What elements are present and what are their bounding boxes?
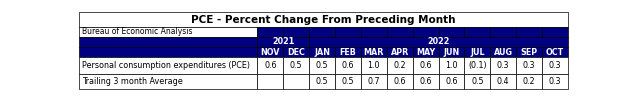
Text: 1.0: 1.0 <box>368 61 380 70</box>
Text: 0.7: 0.7 <box>367 77 380 86</box>
Text: 0.3: 0.3 <box>523 61 535 70</box>
Bar <box>516 47 542 57</box>
Text: JUL: JUL <box>470 48 485 57</box>
Text: Personal consumption expenditures (PCE): Personal consumption expenditures (PCE) <box>82 61 250 70</box>
Bar <box>79 47 257 57</box>
Bar <box>490 27 516 37</box>
Bar <box>439 57 464 74</box>
Bar <box>257 37 309 47</box>
Text: AUG: AUG <box>493 48 513 57</box>
Text: FEB: FEB <box>339 48 357 57</box>
Text: MAY: MAY <box>416 48 435 57</box>
Bar <box>335 57 361 74</box>
Text: MAR: MAR <box>363 48 384 57</box>
Bar <box>79 12 568 27</box>
Bar <box>542 27 568 37</box>
Bar <box>283 27 309 37</box>
Text: NOV: NOV <box>261 48 280 57</box>
Text: 0.4: 0.4 <box>497 77 509 86</box>
Bar <box>309 57 335 74</box>
Bar <box>257 57 283 74</box>
Bar <box>387 74 413 89</box>
Bar <box>283 74 309 89</box>
Text: Bureau of Economic Analysis: Bureau of Economic Analysis <box>82 27 192 36</box>
Bar <box>361 47 387 57</box>
Bar <box>490 74 516 89</box>
Text: JUN: JUN <box>444 48 459 57</box>
Bar <box>361 74 387 89</box>
Bar <box>309 37 568 47</box>
Bar <box>361 57 387 74</box>
Bar <box>413 27 439 37</box>
Bar <box>464 57 490 74</box>
Text: APR: APR <box>391 48 409 57</box>
Bar <box>464 74 490 89</box>
Bar <box>413 74 439 89</box>
Bar <box>257 47 283 57</box>
Bar <box>79 27 257 37</box>
Text: JAN: JAN <box>314 48 330 57</box>
Bar <box>516 27 542 37</box>
Bar <box>257 27 283 37</box>
Bar <box>542 74 568 89</box>
Text: Trailing 3 month Average: Trailing 3 month Average <box>82 77 182 86</box>
Bar <box>516 57 542 74</box>
Text: 0.6: 0.6 <box>342 61 354 70</box>
Bar <box>464 47 490 57</box>
Text: 0.5: 0.5 <box>341 77 354 86</box>
Bar <box>257 74 283 89</box>
Text: 0.2: 0.2 <box>393 61 406 70</box>
Text: 0.5: 0.5 <box>290 61 302 70</box>
Text: DEC: DEC <box>287 48 305 57</box>
Text: 0.3: 0.3 <box>549 61 561 70</box>
Bar <box>335 74 361 89</box>
Text: PCE - Percent Change From Preceding Month: PCE - Percent Change From Preceding Mont… <box>191 14 456 24</box>
Text: 1.0: 1.0 <box>445 61 457 70</box>
Bar <box>79 37 257 47</box>
Text: 0.3: 0.3 <box>497 61 509 70</box>
Bar <box>516 74 542 89</box>
Bar <box>387 47 413 57</box>
Bar <box>283 57 309 74</box>
Text: 2022: 2022 <box>427 37 450 46</box>
Bar <box>542 47 568 57</box>
Bar <box>335 47 361 57</box>
Bar <box>413 47 439 57</box>
Text: 0.6: 0.6 <box>445 77 457 86</box>
Bar <box>387 57 413 74</box>
Bar <box>387 27 413 37</box>
Bar <box>490 57 516 74</box>
Bar <box>464 27 490 37</box>
Bar <box>309 47 335 57</box>
Text: OCT: OCT <box>546 48 564 57</box>
Bar <box>79 57 257 74</box>
Text: 2021: 2021 <box>272 37 295 46</box>
Text: 0.5: 0.5 <box>316 77 328 86</box>
Text: SEP: SEP <box>521 48 538 57</box>
Bar <box>309 74 335 89</box>
Text: 0.6: 0.6 <box>264 61 276 70</box>
Bar <box>439 47 464 57</box>
Bar <box>335 27 361 37</box>
Bar <box>542 57 568 74</box>
Bar <box>283 47 309 57</box>
Text: 0.6: 0.6 <box>420 61 432 70</box>
Bar <box>439 27 464 37</box>
Bar <box>490 47 516 57</box>
Text: 0.5: 0.5 <box>471 77 483 86</box>
Text: 0.5: 0.5 <box>316 61 328 70</box>
Bar <box>439 74 464 89</box>
Bar <box>413 57 439 74</box>
Bar <box>361 27 387 37</box>
Text: 0.2: 0.2 <box>522 77 535 86</box>
Text: 0.3: 0.3 <box>549 77 561 86</box>
Bar <box>79 74 257 89</box>
Text: 0.6: 0.6 <box>394 77 406 86</box>
Text: 0.6: 0.6 <box>420 77 432 86</box>
Bar <box>309 27 335 37</box>
Text: (0.1): (0.1) <box>468 61 487 70</box>
